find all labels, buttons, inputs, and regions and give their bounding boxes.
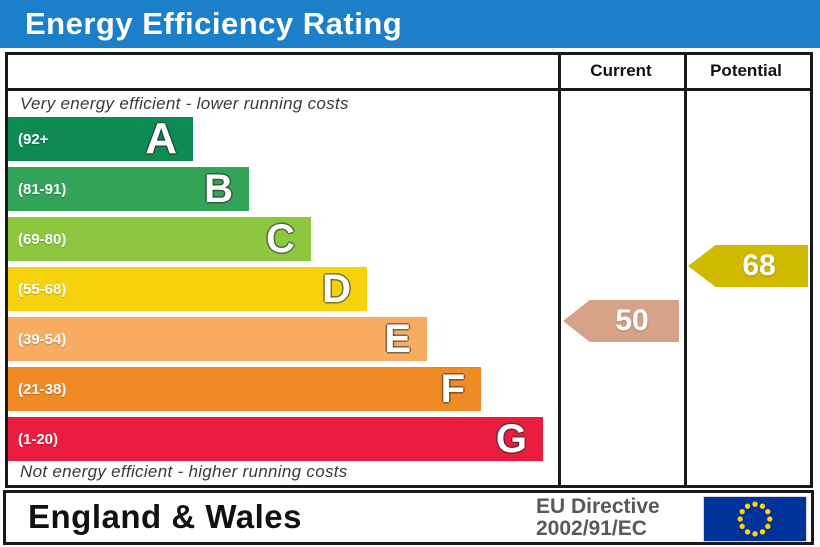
potential-column-header: Potential bbox=[710, 61, 782, 80]
eu-flag bbox=[703, 496, 807, 542]
header-row bbox=[8, 55, 810, 91]
band-range: (55-68) bbox=[18, 280, 67, 298]
rating-bands: (92+ A (81-91) B (69-80) C (55-68) D (39… bbox=[8, 55, 810, 485]
eu-directive-line1: EU Directive bbox=[536, 495, 660, 518]
column-divider-potential bbox=[684, 55, 687, 485]
band-row-a: (92+ A bbox=[8, 117, 193, 161]
band-row-f: (21-38) F bbox=[8, 367, 481, 411]
band-range: (1-20) bbox=[18, 430, 59, 448]
eu-flag-stars-svg bbox=[737, 501, 773, 537]
band-range: (39-54) bbox=[18, 330, 67, 348]
eu-flag-stars bbox=[737, 501, 773, 537]
footer: England & Wales EU Directive 2002/91/EC bbox=[3, 490, 814, 545]
band-row-e: (39-54) E bbox=[8, 317, 427, 361]
band-range: (81-91) bbox=[18, 180, 67, 198]
eu-directive-line2: 2002/91/EC bbox=[536, 517, 647, 540]
band-letter: A bbox=[145, 114, 177, 163]
page-title: Energy Efficiency Rating bbox=[25, 6, 403, 41]
band-letter: F bbox=[440, 367, 465, 411]
current-rating-value: 50 bbox=[615, 304, 649, 337]
band-range: (92+ bbox=[18, 130, 49, 148]
band-range: (21-38) bbox=[18, 380, 67, 398]
rating-table: Current Potential Very energy efficient … bbox=[5, 52, 813, 488]
rating-table-inner: Current Potential Very energy efficient … bbox=[8, 55, 810, 485]
bottom-note: Not energy efficient - higher running co… bbox=[20, 462, 348, 481]
band-row-b: (81-91) B bbox=[8, 167, 249, 211]
current-rating-arrow: 50 bbox=[563, 300, 679, 342]
band-row-g: (1-20) G bbox=[8, 417, 543, 461]
potential-rating-value: 68 bbox=[742, 249, 776, 282]
band-range: (69-80) bbox=[18, 230, 67, 248]
band-letter: C bbox=[266, 217, 295, 261]
current-column-header: Current bbox=[590, 61, 652, 80]
eu-directive-label: EU Directive 2002/91/EC bbox=[536, 496, 660, 540]
top-note: Very energy efficient - lower running co… bbox=[20, 94, 349, 113]
title-bar: Energy Efficiency Rating bbox=[0, 0, 820, 48]
column-divider-current bbox=[558, 55, 561, 485]
band-letter: D bbox=[322, 267, 351, 311]
band-row-c: (69-80) C bbox=[8, 217, 311, 261]
band-letter: E bbox=[384, 317, 411, 361]
band-row-d: (55-68) D bbox=[8, 267, 367, 311]
band-letter: G bbox=[495, 417, 527, 461]
potential-rating-arrow: 68 bbox=[688, 245, 808, 287]
band-letter: B bbox=[204, 167, 233, 211]
region-label: England & Wales bbox=[28, 498, 302, 535]
